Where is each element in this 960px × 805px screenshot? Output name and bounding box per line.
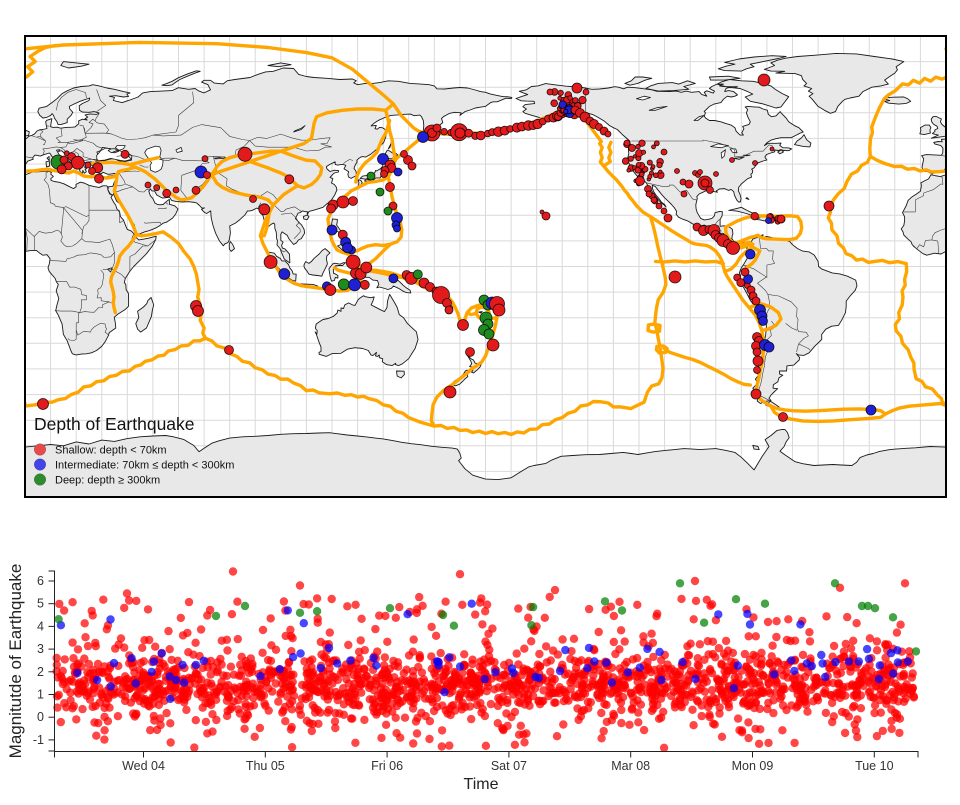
- svg-text:Time: Time: [464, 776, 499, 793]
- svg-text:Intermediate: 70km ≤ depth < 3: Intermediate: 70km ≤ depth < 300km: [55, 460, 234, 472]
- svg-text:Deep: depth ≥ 300km: Deep: depth ≥ 300km: [55, 475, 160, 487]
- svg-text:3: 3: [37, 642, 44, 656]
- svg-text:Mar 08: Mar 08: [611, 759, 650, 773]
- svg-text:2: 2: [37, 665, 44, 679]
- svg-text:Shallow: depth < 70km: Shallow: depth < 70km: [55, 445, 167, 457]
- svg-text:0: 0: [37, 710, 44, 724]
- svg-text:6: 6: [37, 574, 44, 588]
- svg-text:Depth of Earthquake: Depth of Earthquake: [34, 414, 195, 434]
- svg-text:Thu 05: Thu 05: [246, 759, 285, 773]
- svg-text:Sat 07: Sat 07: [491, 759, 527, 773]
- svg-text:Magnitutde of Earthquake: Magnitutde of Earthquake: [6, 564, 25, 759]
- svg-text:4: 4: [37, 619, 44, 633]
- svg-text:Tue 10: Tue 10: [855, 759, 894, 773]
- svg-text:Wed 04: Wed 04: [122, 759, 165, 773]
- svg-text:-1: -1: [33, 733, 44, 747]
- svg-text:Fri 06: Fri 06: [371, 759, 403, 773]
- svg-text:Mon 09: Mon 09: [732, 759, 774, 773]
- svg-text:1: 1: [37, 688, 44, 702]
- svg-text:5: 5: [37, 597, 44, 611]
